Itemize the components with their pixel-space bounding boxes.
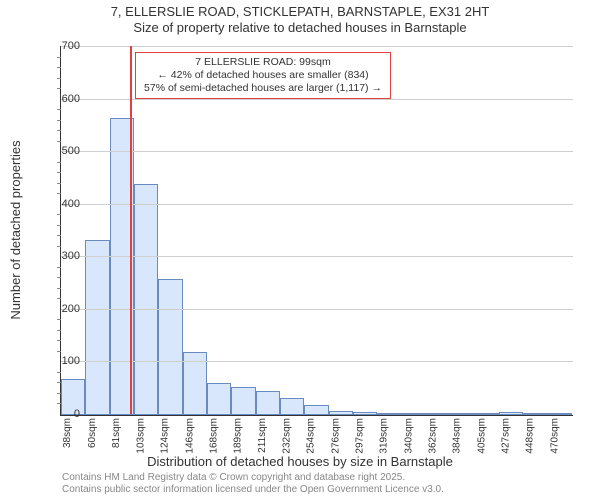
y-minor-tick <box>57 88 61 89</box>
x-tick-label: 384sqm <box>452 418 463 454</box>
histogram-bar <box>231 387 255 415</box>
x-tick-label: 427sqm <box>500 418 511 454</box>
gridline <box>61 309 573 310</box>
histogram-bar <box>450 413 474 415</box>
x-tick-label: 146sqm <box>184 418 195 454</box>
gridline <box>61 256 573 257</box>
x-tick-label: 232sqm <box>281 418 292 454</box>
x-tick-label: 448sqm <box>525 418 536 454</box>
x-tick-label: 319sqm <box>379 418 390 454</box>
title-line-2: Size of property relative to detached ho… <box>133 20 466 35</box>
histogram-bar <box>304 405 328 415</box>
y-minor-tick <box>57 172 61 173</box>
x-tick-label: 362sqm <box>427 418 438 454</box>
plot-area <box>60 46 573 416</box>
y-minor-tick <box>57 277 61 278</box>
refbox-line-3: 57% of semi-detached houses are larger (… <box>144 82 382 94</box>
y-axis-label: Number of detached properties <box>8 140 23 319</box>
y-minor-tick <box>57 403 61 404</box>
y-minor-tick <box>57 109 61 110</box>
y-minor-tick <box>57 351 61 352</box>
y-minor-tick <box>57 382 61 383</box>
x-tick-label: 297sqm <box>354 418 365 454</box>
x-tick-label: 254sqm <box>306 418 317 454</box>
y-tick-label: 700 <box>48 40 80 52</box>
y-tick-label: 200 <box>48 303 80 315</box>
footer-line-1: Contains HM Land Registry data © Crown c… <box>62 472 405 483</box>
y-minor-tick <box>57 235 61 236</box>
footer-attribution: Contains HM Land Registry data © Crown c… <box>62 472 444 496</box>
y-minor-tick <box>57 78 61 79</box>
reference-annotation-box: 7 ELLERSLIE ROAD: 99sqm ← 42% of detache… <box>135 52 391 99</box>
histogram-bar <box>134 184 158 415</box>
x-tick-label: 340sqm <box>403 418 414 454</box>
histogram-bar <box>426 413 450 415</box>
y-minor-tick <box>57 214 61 215</box>
y-minor-tick <box>57 246 61 247</box>
y-minor-tick <box>57 67 61 68</box>
gridline <box>61 151 573 152</box>
y-minor-tick <box>57 288 61 289</box>
gridline <box>61 46 573 47</box>
y-tick-label: 300 <box>48 250 80 262</box>
title-line-1: 7, ELLERSLIE ROAD, STICKLEPATH, BARNSTAP… <box>111 4 490 19</box>
histogram-bar <box>207 383 231 415</box>
y-minor-tick <box>57 57 61 58</box>
y-minor-tick <box>57 183 61 184</box>
x-axis-label: Distribution of detached houses by size … <box>0 454 600 469</box>
y-tick-label: 600 <box>48 93 80 105</box>
x-tick-label: 276sqm <box>330 418 341 454</box>
y-minor-tick <box>57 193 61 194</box>
histogram-bar <box>353 412 377 415</box>
x-tick-label: 60sqm <box>87 418 98 448</box>
y-tick-label: 500 <box>48 145 80 157</box>
x-tick-label: 211sqm <box>257 418 268 453</box>
reference-line <box>130 46 132 414</box>
x-tick-label: 189sqm <box>233 418 244 454</box>
y-minor-tick <box>57 162 61 163</box>
y-minor-tick <box>57 319 61 320</box>
histogram-bar <box>548 413 572 415</box>
histogram-bar <box>402 413 426 415</box>
y-minor-tick <box>57 298 61 299</box>
y-minor-tick <box>57 130 61 131</box>
y-tick-label: 100 <box>48 355 80 367</box>
x-tick-label: 124sqm <box>160 418 171 454</box>
x-tick-label: 470sqm <box>549 418 560 454</box>
histogram-bar <box>499 412 523 415</box>
histogram-bar <box>85 240 109 415</box>
histogram-bar <box>280 398 304 415</box>
y-minor-tick <box>57 330 61 331</box>
footer-line-2: Contains public sector information licen… <box>62 484 444 495</box>
y-minor-tick <box>57 393 61 394</box>
refbox-line-2: ← 42% of detached houses are smaller (83… <box>157 69 368 81</box>
histogram-bar <box>256 391 280 415</box>
histogram-bar <box>377 413 401 415</box>
y-minor-tick <box>57 225 61 226</box>
y-tick-label: 400 <box>48 198 80 210</box>
y-minor-tick <box>57 267 61 268</box>
chart-title: 7, ELLERSLIE ROAD, STICKLEPATH, BARNSTAP… <box>0 4 600 36</box>
x-tick-label: 168sqm <box>208 418 219 454</box>
histogram-bar <box>158 279 182 415</box>
histogram-bar <box>523 413 547 415</box>
x-tick-label: 81sqm <box>111 418 122 448</box>
y-minor-tick <box>57 372 61 373</box>
histogram-bar <box>475 413 499 415</box>
y-minor-tick <box>57 340 61 341</box>
gridline <box>61 361 573 362</box>
bar-series <box>61 46 573 415</box>
chart-container: { "title_line1": "7, ELLERSLIE ROAD, STI… <box>0 0 600 500</box>
x-tick-label: 405sqm <box>476 418 487 454</box>
x-tick-label: 38sqm <box>62 418 73 448</box>
refbox-line-1: 7 ELLERSLIE ROAD: 99sqm <box>195 56 330 68</box>
gridline <box>61 204 573 205</box>
x-tick-label: 103sqm <box>135 418 146 454</box>
y-minor-tick <box>57 141 61 142</box>
y-minor-tick <box>57 120 61 121</box>
histogram-bar <box>329 411 353 415</box>
